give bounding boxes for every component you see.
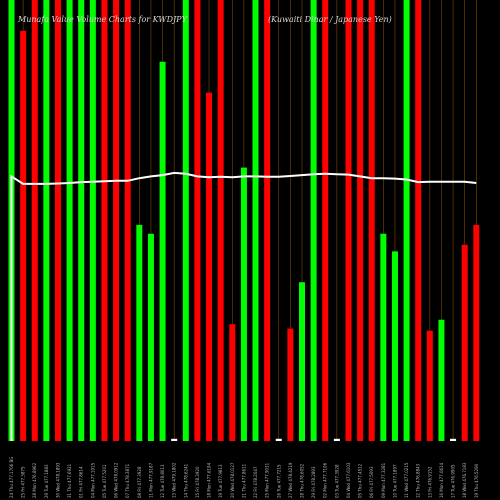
x-tick-label: 19 Tue 477.9813 [218,464,223,498]
x-tick-label: 28 Thu 478.6052 [300,463,305,498]
x-tick-label: 07 Thu 478.3871 [125,463,130,498]
volume-bar [78,0,85,441]
x-tick-label: 08 Fri 477.3928 [137,466,142,498]
x-tick-label: 21 Thu 477.8611 [241,463,246,498]
x-tick-label: 25 Mon 477.9031 [265,462,270,498]
volume-bar [415,0,422,441]
volume-bar [89,0,96,441]
volume-bar [217,0,224,441]
x-tick-label: 11 Mon 477.9187 [148,462,153,498]
x-tick-label: 31 Thu 477.6921 [67,463,72,498]
volume-bar [54,0,61,441]
x-tick-label: 13 Wed 479.1802 [172,462,177,498]
x-tick-label: 04 Mon 477.1915 [90,462,95,498]
volume-bar [426,330,433,441]
x-tick-label: 12 Tue 478.8013 [160,464,165,498]
volume-bar [113,0,120,441]
x-tick-label: 04 Wed 477.6103 [346,462,351,498]
x-tick-label: 05 Thu 477.4512 [358,463,363,498]
x-tick-label: 06 Wed 478.0912 [114,462,119,498]
x-tick-label: 29 Tue 477.1883 [44,464,49,498]
volume-bar [147,233,154,441]
volume-bar [252,0,259,441]
x-tick-label: 02 Mon 477.7106 [323,462,328,498]
volume-bar [194,0,201,441]
x-tick-label: 09 Mon 477.3281 [381,462,386,498]
volume-bar [368,0,375,441]
x-tick-label: 28 Mon 476.8962 [32,462,37,498]
x-tick-label: 29 Fri 478.2893 [311,466,316,498]
volume-bar [287,328,294,441]
volume-bar [403,0,410,441]
x-tick-label: 17 Tue 476.9905 [451,464,456,498]
x-tick-label: 16 Mon 477.0614 [439,462,444,498]
x-tick-label: 11 Wed 477.0215 [404,462,409,498]
chart-subtitle: (Kuwaiti Dinar / Japanese Yen) [268,15,392,24]
x-tick-label: 12 Thu 476.8843 [416,463,421,498]
volume-bar [136,224,143,441]
chart-title: Munafa Value Volume Charts for KWDJPY [17,15,188,24]
volume-bar [20,30,27,442]
x-tick-label: 18 Wed 476.7183 [462,462,467,498]
volume-bar [438,319,445,441]
x-tick-label: 03 Tue 477.3928 [334,464,339,498]
x-tick-label: 26 Tue 477.7215 [276,464,281,498]
volume-bar [310,0,317,441]
x-tick-labels: 24 Thu 477.1706 BG 25 Fri 477.3875 28 Mon … [9,457,479,498]
volume-bar [159,61,166,442]
volume-bar [461,244,468,441]
x-tick-label: 13 Fri 476.9152 [427,466,432,498]
x-tick-label: 22 Fri 478.2047 [253,466,258,498]
volume-bar [391,251,398,441]
volume-bar [357,0,364,441]
volume-bar [171,438,178,441]
price-line [10,171,477,441]
x-tick-label: 05 Tue 477.5201 [102,464,107,498]
volume-bar [43,0,50,441]
x-tick-label: 06 Fri 477.5093 [369,466,374,498]
volume-bar [229,324,236,441]
x-tick-label: 01 Fri 477.8614 [79,466,84,498]
volume-bar [380,233,387,441]
volume-bar [206,92,213,442]
x-tick-label: 27 Wed 478.4219 [288,462,293,498]
volume-bar [66,0,73,441]
volume-bar [124,0,131,441]
volume-bar [322,0,329,441]
volume-bar [182,0,189,441]
x-tick-label: 30 Wed 478.1893 [55,462,60,498]
volume-bar [275,438,282,441]
volume-bar [333,438,340,441]
volume-bar [101,0,108,441]
x-tick-label: 15 Fri 478.3920 [195,466,200,498]
x-tick-label: 10 Tue 477.1897 [392,464,397,498]
x-tick-label: 18 Mon 477.6194 [207,462,212,498]
x-tick-label: 25 Fri 477.3875 [21,466,26,498]
x-tick-label: 20 Wed 478.0127 [230,462,235,498]
volume-bar [299,282,305,441]
x-tick-label: 19 Thu 476.5290 [474,463,479,498]
volume-bar [450,438,457,441]
volume-bar [240,167,247,441]
volume-bar [473,224,480,441]
volume-bar [345,0,352,441]
volume-bar [264,0,271,441]
x-tick-label: 14 Thu 478.6241 [183,463,188,498]
volume-bar [31,0,38,441]
x-tick-label: 24 Thu 477.1706 BG [9,457,14,498]
